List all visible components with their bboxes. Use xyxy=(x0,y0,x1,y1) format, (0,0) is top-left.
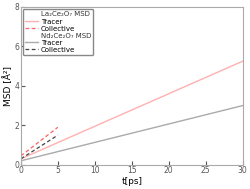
X-axis label: t[ps]: t[ps] xyxy=(121,177,142,186)
Y-axis label: MSD [Å²]: MSD [Å²] xyxy=(4,66,13,106)
Legend: La₂Ce₂O₇ MSD, Tracer, Collective, Nd₂Ce₂O₇ MSD, Tracer, Collective: La₂Ce₂O₇ MSD, Tracer, Collective, Nd₂Ce₂… xyxy=(23,9,93,55)
